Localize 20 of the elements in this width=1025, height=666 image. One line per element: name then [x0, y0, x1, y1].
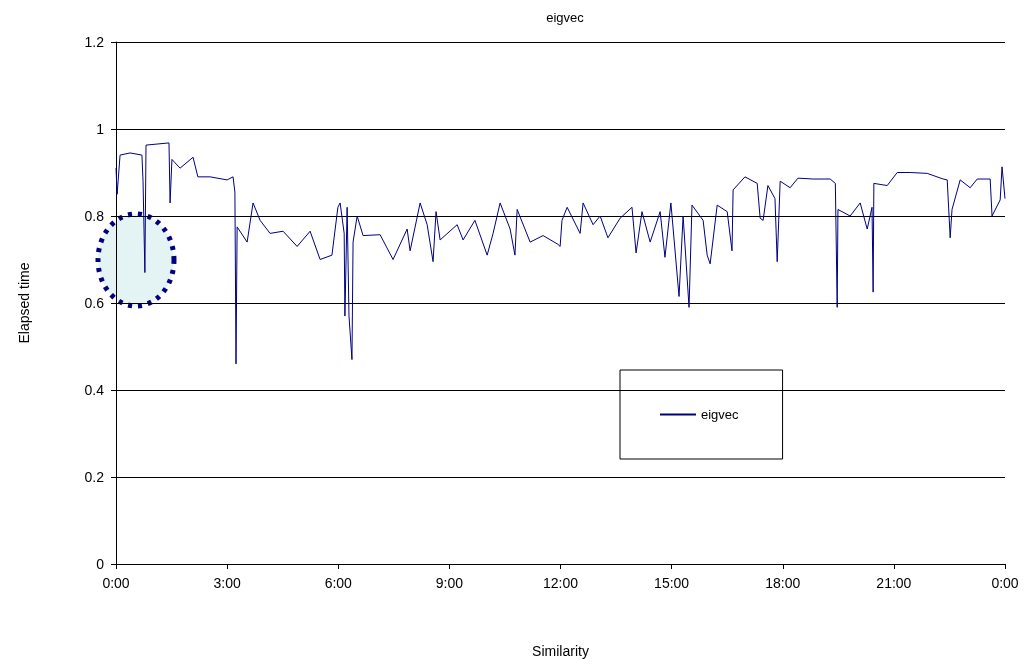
- x-tick-label: 9:00: [435, 575, 464, 591]
- x-tick-label: 12:00: [542, 575, 579, 591]
- y-axis-title: Elapsed time: [16, 262, 32, 344]
- x-tick-label: 15:00: [654, 575, 690, 591]
- chart-title: eigvec: [546, 10, 585, 25]
- y-tick-label: 1: [96, 121, 105, 137]
- y-tick-label: 0.4: [84, 382, 105, 398]
- y-tick-label: 0.6: [84, 295, 105, 311]
- y-tick-label: 1.2: [84, 34, 105, 50]
- x-tick-label: 3:00: [213, 575, 241, 591]
- x-tick-label: 6:00: [324, 575, 353, 591]
- x-tick-label: 21:00: [876, 575, 912, 591]
- x-axis-title: Similarity: [532, 643, 589, 659]
- y-tick-label: 0: [96, 556, 105, 572]
- y-tick-label: 0.2: [84, 469, 105, 485]
- y-tick-label: 0.8: [84, 208, 105, 224]
- x-tick-label: 0:00: [991, 575, 1019, 591]
- x-tick-label: 18:00: [765, 575, 801, 591]
- x-tick-label: 0:00: [102, 575, 130, 591]
- legend-label: eigvec: [701, 407, 740, 422]
